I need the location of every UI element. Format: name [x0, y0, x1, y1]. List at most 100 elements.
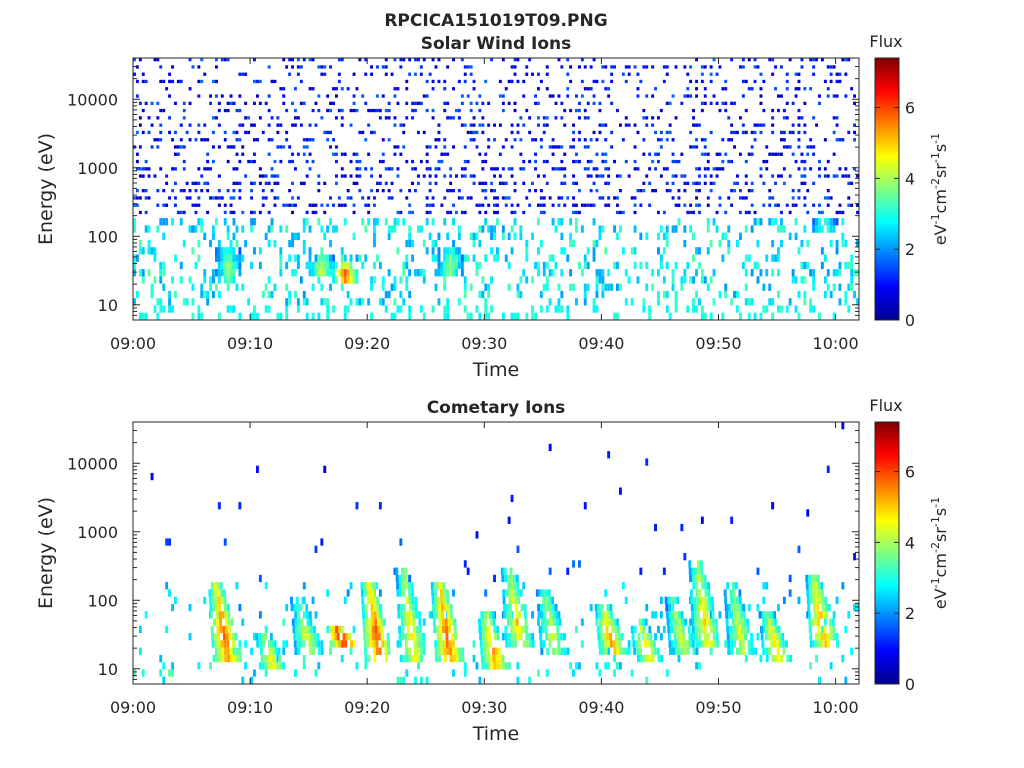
flux-cell [619, 225, 622, 233]
flux-cell [320, 298, 324, 306]
flux-cell [732, 625, 735, 634]
flux-cell [453, 625, 457, 634]
flux-cell [261, 130, 265, 135]
flux-cell [698, 261, 701, 270]
flux-cell [472, 138, 476, 142]
flux-cell [759, 123, 763, 127]
flux-cell [595, 269, 599, 277]
flux-cell [832, 94, 836, 98]
flux-cell [635, 640, 639, 648]
flux-cell [782, 145, 786, 149]
flux-cell [677, 218, 681, 226]
flux-cell [507, 633, 511, 641]
flux-cell [376, 254, 379, 262]
flux-cell [777, 152, 780, 156]
flux-cell [285, 130, 289, 135]
flux-cell [733, 290, 736, 299]
flux-cell [159, 276, 163, 284]
flux-cell [504, 662, 508, 670]
flux-cell [671, 603, 675, 612]
flux-cell [455, 247, 458, 255]
flux-cell [662, 625, 666, 634]
flux-cell [826, 87, 830, 91]
flux-cell [308, 167, 312, 171]
flux-cell [592, 218, 596, 226]
flux-cell [441, 611, 445, 619]
flux-cell [260, 654, 264, 663]
flux-cell [785, 203, 789, 207]
flux-cell [431, 305, 435, 313]
flux-cell [279, 247, 283, 255]
flux-cell [463, 145, 467, 149]
flux-cell [545, 87, 549, 91]
flux-cell [515, 574, 519, 583]
flux-cell [513, 633, 517, 641]
flux-cell [229, 196, 233, 200]
colorbar-tick-label: 4 [905, 169, 915, 188]
flux-cell [835, 116, 839, 120]
flux-cell [510, 123, 514, 127]
flux-cell [688, 560, 692, 568]
flux-cell [560, 247, 564, 255]
flux-cell [598, 269, 602, 277]
flux-cell [335, 145, 338, 149]
flux-cell [548, 196, 552, 200]
flux-cell [340, 108, 344, 113]
flux-cell [578, 560, 581, 568]
flux-cell [273, 662, 277, 670]
flux-cell [364, 654, 368, 663]
flux-cell [335, 87, 338, 91]
flux-cell [534, 189, 537, 193]
flux-cell [586, 159, 590, 164]
flux-cell [393, 312, 397, 320]
flux-cell [294, 108, 297, 113]
flux-cell [551, 167, 555, 171]
flux-cell [575, 152, 578, 156]
flux-cell [540, 611, 544, 619]
flux-cell [816, 603, 819, 612]
flux-cell [250, 312, 253, 320]
flux-cell [373, 603, 377, 612]
flux-cell [496, 247, 499, 255]
flux-cell [412, 611, 416, 619]
flux-cell [657, 232, 660, 240]
flux-cell [273, 283, 277, 291]
flux-cell [824, 603, 828, 612]
flux-cell [619, 210, 622, 215]
flux-cell [480, 654, 484, 663]
flux-cell [489, 618, 493, 626]
flux-cell [256, 138, 259, 142]
flux-cell [258, 210, 262, 215]
flux-cell [461, 654, 465, 663]
flux-cell [777, 174, 780, 178]
flux-cell [791, 196, 795, 200]
flux-cell [525, 239, 529, 248]
flux-cell [744, 159, 748, 164]
cometary-y-axis-label: Energy (eV) [35, 497, 57, 609]
flux-cell [844, 72, 848, 76]
flux-cell [551, 138, 555, 142]
flux-cell [671, 152, 675, 156]
flux-cell [538, 589, 542, 597]
flux-cell [179, 276, 183, 284]
flux-cell [441, 618, 445, 626]
flux-cell [141, 189, 145, 193]
flux-cell [367, 203, 371, 207]
flux-cell [355, 181, 359, 185]
flux-cell [607, 640, 610, 648]
flux-cell [171, 79, 174, 84]
flux-cell [537, 72, 540, 76]
flux-cell [361, 596, 365, 604]
flux-cell [513, 189, 517, 193]
flux-cell [384, 116, 388, 120]
flux-cell [544, 625, 548, 634]
flux-cell [138, 247, 142, 255]
flux-cell [747, 312, 751, 320]
flux-cell [390, 196, 394, 200]
flux-cell [776, 647, 780, 655]
flux-cell [408, 189, 412, 193]
flux-cell [472, 640, 476, 648]
flux-cell [489, 654, 493, 663]
flux-cell [323, 65, 327, 69]
